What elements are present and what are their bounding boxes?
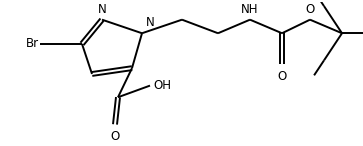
Text: N: N [146,16,155,29]
Text: O: O [110,130,120,143]
Text: Br: Br [26,37,39,50]
Text: O: O [305,3,315,16]
Text: N: N [98,3,106,16]
Text: OH: OH [153,79,171,92]
Text: O: O [277,70,287,83]
Text: NH: NH [241,3,259,16]
